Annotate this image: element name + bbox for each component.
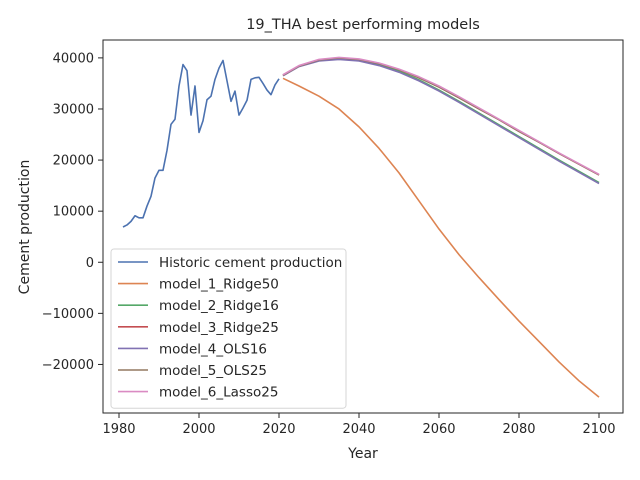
y-tick-label: −10000 xyxy=(42,307,94,322)
axes: 1980 2000 2020 2040 2060 2080 2100 −20000 −10000… xyxy=(42,39,624,437)
legend-label: model_6_Lasso25 xyxy=(159,385,278,401)
x-tick-label: 1980 xyxy=(102,422,135,437)
legend-label: Historic cement production xyxy=(159,255,342,271)
x-tick-label: 2040 xyxy=(342,422,375,437)
series-line-model_2_Ridge16 xyxy=(282,57,600,184)
legend: Historic cement production model_1_Ridge5… xyxy=(110,248,347,409)
y-tick-label: 10000 xyxy=(53,205,94,220)
x-axis-label: Year xyxy=(347,446,378,462)
x-tick-label: 2000 xyxy=(182,422,215,437)
series-line-model_6_Lasso25 xyxy=(282,56,600,176)
legend-label: model_4_OLS16 xyxy=(159,341,267,357)
legend-label: model_2_Ridge16 xyxy=(159,298,279,314)
x-tick-label: 2020 xyxy=(262,422,295,437)
series-line-model_1_Ridge50 xyxy=(282,77,600,398)
plot-frame xyxy=(102,39,624,414)
y-tick-label: 30000 xyxy=(53,102,94,117)
x-tick-label: 2060 xyxy=(422,422,455,437)
y-axis-label: Cement production xyxy=(17,160,33,295)
y-tick-label: −20000 xyxy=(42,358,94,373)
y-tick-label: 20000 xyxy=(53,154,94,169)
x-tick-label: 2080 xyxy=(502,422,535,437)
y-tick-label: 0 xyxy=(86,256,94,271)
legend-box xyxy=(110,248,347,409)
series-line-model_4_OLS16 xyxy=(282,58,600,185)
plot-lines xyxy=(122,56,600,398)
legend-label: model_5_OLS25 xyxy=(159,363,267,379)
series-line-historic xyxy=(122,59,280,228)
x-tick-label: 2100 xyxy=(582,422,615,437)
legend-label: model_3_Ridge25 xyxy=(159,320,279,336)
y-tick-label: 40000 xyxy=(53,51,94,66)
chart-title: 19_THA best performing models xyxy=(246,17,480,33)
legend-label: model_1_Ridge50 xyxy=(159,277,279,293)
